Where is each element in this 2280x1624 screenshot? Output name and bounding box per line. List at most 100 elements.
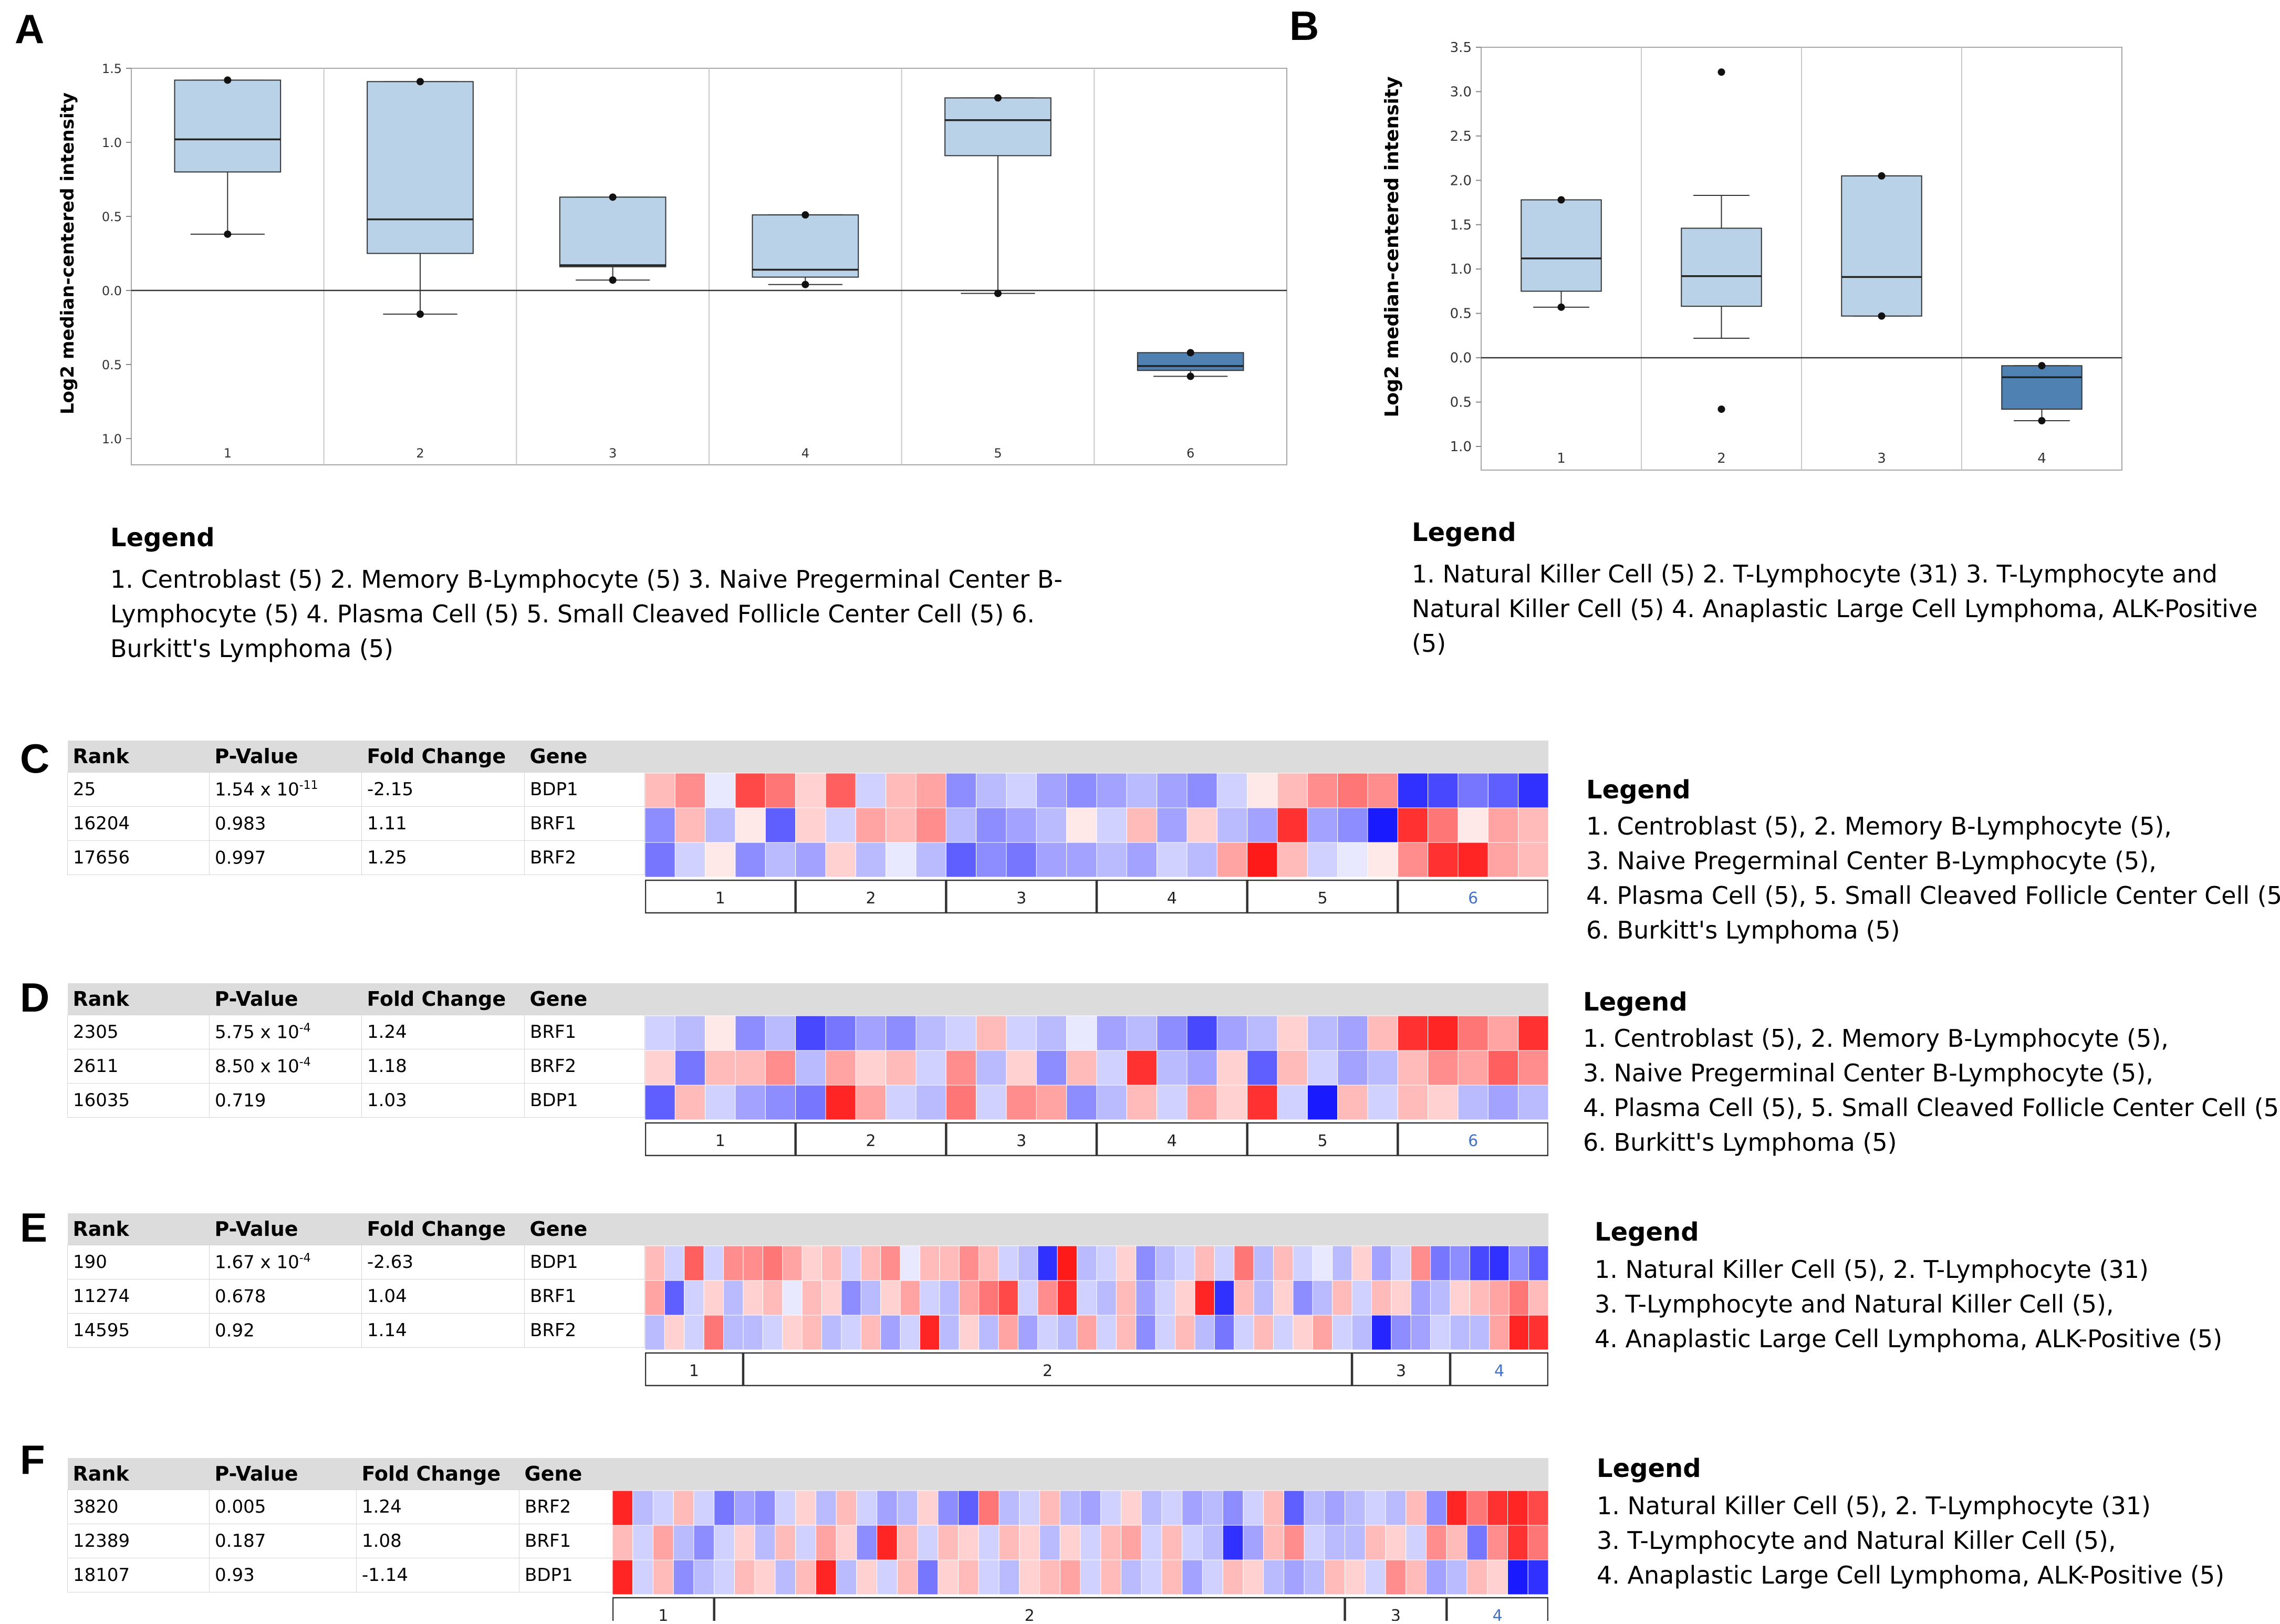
heatmap-cell bbox=[735, 807, 766, 843]
heatmap-cell bbox=[1157, 1085, 1188, 1120]
heatmap-cell bbox=[775, 1525, 796, 1560]
heatmap-cell bbox=[723, 1315, 744, 1350]
heatmap-cell bbox=[1136, 1245, 1156, 1281]
heatmap-cell bbox=[915, 1050, 946, 1086]
heatmap-cell bbox=[919, 1280, 940, 1316]
group-box bbox=[1398, 879, 1548, 914]
heatmap-cell bbox=[795, 773, 826, 808]
heatmap-cell bbox=[795, 842, 826, 878]
cell-rank: 14595 bbox=[67, 1313, 210, 1348]
heatmap-cell bbox=[1469, 1280, 1490, 1316]
group-label: 3 bbox=[1391, 1607, 1401, 1621]
col-pvalue: P-Value bbox=[209, 1213, 362, 1245]
heatmap-cell bbox=[1277, 842, 1308, 878]
heatmap-cell bbox=[1487, 1085, 1519, 1120]
heatmap-cell bbox=[1518, 1085, 1548, 1120]
cell-pvalue: 0.997 bbox=[209, 840, 362, 875]
heatmap-cell bbox=[1186, 1050, 1217, 1086]
heatmap-cell bbox=[978, 1490, 1000, 1526]
y-tick-label: 0.0 bbox=[102, 284, 122, 298]
heatmap-cell bbox=[782, 1315, 803, 1350]
heatmap-cell bbox=[1283, 1525, 1305, 1560]
heatmap-cell bbox=[705, 1085, 736, 1120]
data-point bbox=[1557, 303, 1565, 311]
col-rank: Rank bbox=[67, 983, 210, 1015]
heatmap-cell bbox=[1100, 1559, 1121, 1595]
heatmap-cell bbox=[821, 1245, 842, 1281]
heatmap-cell bbox=[1527, 1525, 1548, 1560]
y-axis-label: Log2 median-centered intensity bbox=[57, 92, 78, 414]
heatmap-cell bbox=[915, 1085, 946, 1120]
heatmap-cell bbox=[1039, 1559, 1060, 1595]
heatmap-cell bbox=[1136, 1280, 1156, 1316]
group-label: 3 bbox=[1016, 1132, 1026, 1150]
heatmap-cell bbox=[1450, 1280, 1470, 1316]
heatmap-cell bbox=[1527, 1490, 1548, 1526]
heatmap-cell bbox=[1017, 1315, 1038, 1350]
heatmap-cell bbox=[762, 1280, 783, 1316]
cell-rank: 12389 bbox=[67, 1524, 210, 1558]
col-gene: Gene bbox=[524, 741, 645, 773]
heatmap-cell bbox=[836, 1525, 857, 1560]
heatmap-cell bbox=[1080, 1559, 1101, 1595]
heatmap-cell bbox=[1006, 1050, 1037, 1086]
heatmap-cell bbox=[1307, 807, 1338, 843]
data-point bbox=[2038, 362, 2046, 370]
heatmap-cell bbox=[714, 1559, 735, 1595]
heatmap-cell bbox=[1430, 1315, 1451, 1350]
heatmap-cell bbox=[693, 1525, 715, 1560]
heatmap-d: 1 2 3 4 5 6 bbox=[645, 983, 1548, 1157]
group-box bbox=[946, 1122, 1097, 1157]
legend-d-title: Legend bbox=[1583, 987, 1688, 1017]
heatmap-cell bbox=[1039, 1525, 1060, 1560]
cell-fold: 1.25 bbox=[361, 840, 525, 875]
y-tick-label: 1.5 bbox=[102, 61, 122, 76]
heatmap-cell bbox=[762, 1315, 783, 1350]
heatmap-cell bbox=[782, 1245, 803, 1281]
y-tick-label: 0.5 bbox=[102, 210, 122, 224]
heatmap-cell bbox=[765, 1015, 796, 1051]
heatmap-cell bbox=[1214, 1280, 1235, 1316]
heatmap-cell bbox=[705, 1050, 736, 1086]
data-point bbox=[801, 211, 809, 219]
heatmap-cell bbox=[1006, 773, 1037, 808]
heatmap-cell bbox=[684, 1315, 704, 1350]
box-plot-b: 3.5 3.0 2.5 2.0 1.5 1.0 0.5 0.0 0.5 1.0 Log2 media… bbox=[1381, 40, 2122, 471]
heatmap-cell bbox=[1155, 1280, 1176, 1316]
group-label: 6 bbox=[1468, 889, 1478, 908]
data-point bbox=[1717, 405, 1725, 413]
legend-b-line: 1. Natural Killer Cell (5) 2. T-Lymphocy… bbox=[1412, 560, 2217, 588]
heatmap-cell bbox=[1234, 1280, 1254, 1316]
group-label: 2 bbox=[1043, 1362, 1053, 1380]
cell-rank: 2305 bbox=[67, 1015, 210, 1049]
heatmap-cell bbox=[1216, 807, 1248, 843]
cell-rank: 25 bbox=[67, 772, 210, 807]
col-fold: Fold Change bbox=[361, 1213, 525, 1245]
legend-f-title: Legend bbox=[1597, 1454, 1701, 1483]
heatmap-cell bbox=[723, 1245, 744, 1281]
heatmap-cell bbox=[1253, 1245, 1274, 1281]
group-box bbox=[1450, 1352, 1548, 1387]
heatmap-cell bbox=[795, 1559, 816, 1595]
heatmap-cell bbox=[795, 1015, 826, 1051]
heatmap-cell bbox=[1019, 1490, 1040, 1526]
cell-rank: 11274 bbox=[67, 1279, 210, 1314]
heatmap-cell bbox=[645, 773, 675, 808]
table-row: 190 1.67 x 10-4 -2.63 BDP1 bbox=[67, 1245, 645, 1279]
heatmap-cell bbox=[1100, 1490, 1121, 1526]
heatmap-cell bbox=[1324, 1559, 1346, 1595]
heatmap-cell bbox=[795, 1525, 816, 1560]
heatmap-header-bar bbox=[645, 1213, 1548, 1246]
cell-pvalue: 0.187 bbox=[209, 1524, 357, 1558]
heatmap-cell bbox=[762, 1245, 783, 1281]
heatmap-cell bbox=[1487, 1559, 1508, 1595]
heatmap-cell bbox=[1057, 1280, 1078, 1316]
heatmap-cell bbox=[1182, 1525, 1203, 1560]
col-gene: Gene bbox=[524, 1213, 645, 1245]
x-tick-label: 4 bbox=[2037, 451, 2046, 466]
group-label: 1 bbox=[658, 1607, 668, 1621]
heatmap-cell bbox=[945, 1015, 977, 1051]
x-tick-label: 2 bbox=[1717, 451, 1726, 466]
heatmap-cell bbox=[1277, 1050, 1308, 1086]
heatmap-cell bbox=[998, 1525, 1020, 1560]
